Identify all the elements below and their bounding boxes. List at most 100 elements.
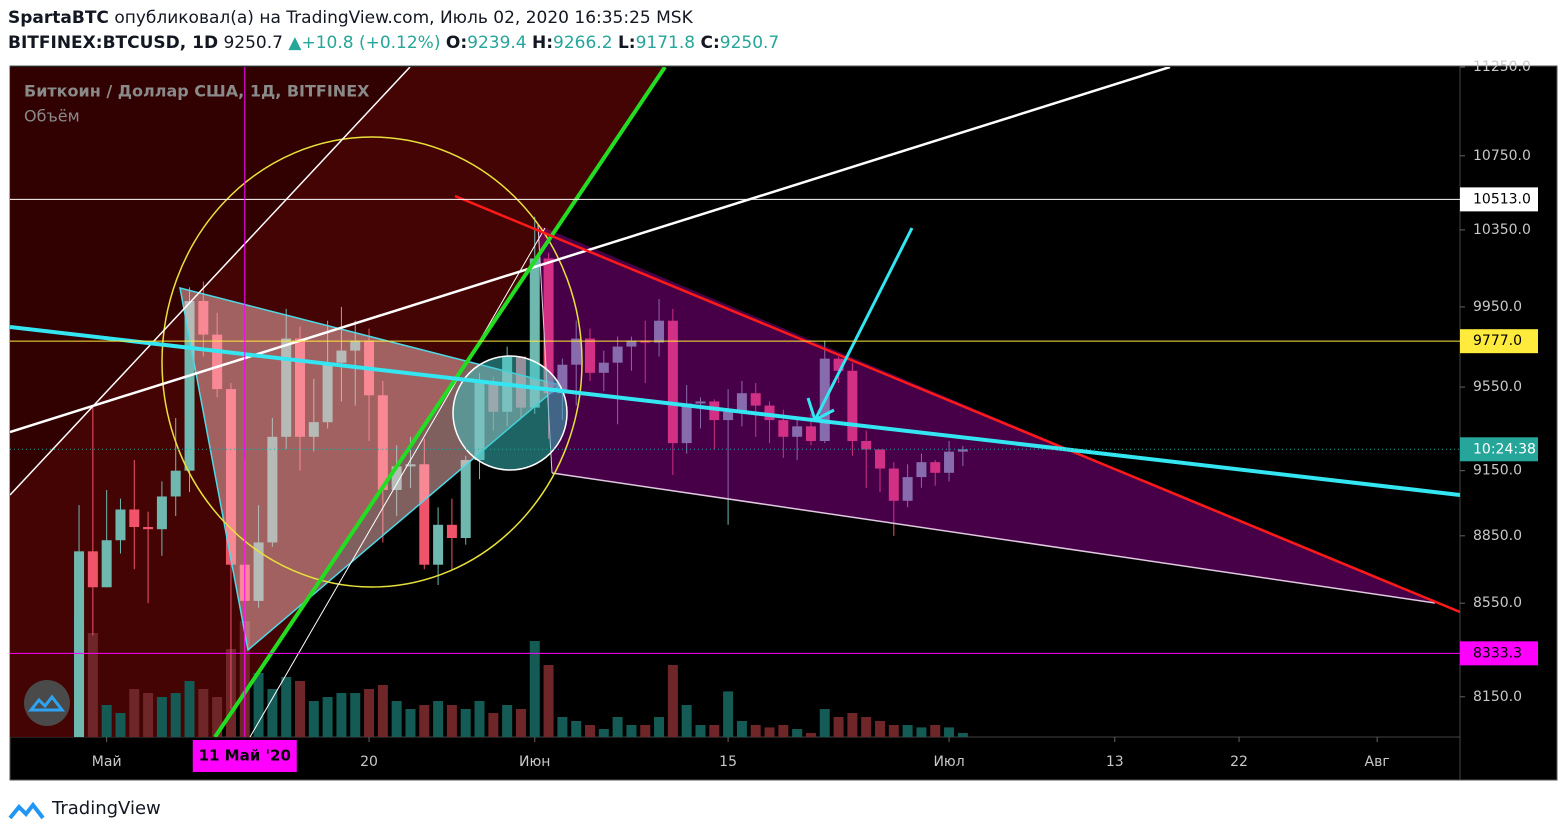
candle-body <box>888 468 899 501</box>
volume-bar <box>750 725 761 737</box>
price-tag <box>1460 329 1538 354</box>
candle-body <box>792 426 803 437</box>
arrow <box>813 227 914 421</box>
last-price: 9250.7 <box>223 33 282 53</box>
volume-bar <box>543 665 554 737</box>
change: +10.8 (+0.12%) <box>301 33 440 53</box>
ohlc-value: 9250.7 <box>720 33 779 53</box>
x-tick-label: 22 <box>1230 754 1248 770</box>
candle-body <box>101 540 112 588</box>
candle-body <box>170 470 181 497</box>
y-tick-label: 11250.0 <box>1473 59 1531 75</box>
candle-body <box>916 462 927 478</box>
volume-bar <box>916 727 927 737</box>
volume-bar <box>460 709 471 737</box>
candle-body <box>74 551 85 737</box>
volume-bar <box>267 689 278 737</box>
volume-bar <box>833 717 844 737</box>
volume-bar <box>957 733 968 737</box>
volume-bar <box>585 725 595 737</box>
candle-body <box>598 362 609 373</box>
circle <box>452 355 568 471</box>
volume-bar <box>419 705 430 737</box>
volume-bar <box>736 721 747 737</box>
candle-body <box>87 551 98 588</box>
volume-bar <box>433 701 444 737</box>
candle-body <box>667 320 678 444</box>
volume-bar <box>101 705 112 737</box>
candle-body <box>626 340 637 347</box>
cursor-date: 11 Май '20 <box>199 747 291 765</box>
y-tick-label: 8850.0 <box>1473 528 1522 544</box>
y-tick-label: 10350.0 <box>1473 222 1531 238</box>
candle-body <box>750 393 761 406</box>
volume-bar <box>515 709 526 737</box>
volume-bar <box>709 725 720 737</box>
price-tag <box>1460 641 1538 666</box>
y-tick-label: 10750.0 <box>1473 148 1531 164</box>
candle-body <box>709 401 720 421</box>
volume-bar <box>156 697 167 737</box>
symbol-line: BITFINEX:BTCUSD, 1D 9250.7 ▲+10.8 (+0.12… <box>8 33 779 53</box>
volume-bar <box>502 705 513 737</box>
ohlc-label: L: <box>618 33 636 53</box>
header-line: SpartaBTC опубликовал(а) на TradingView.… <box>8 8 694 28</box>
volume-bar <box>115 713 126 737</box>
volume-bar <box>170 693 181 737</box>
y-tick-label: 8150.0 <box>1473 689 1522 705</box>
volume-bar <box>612 717 623 737</box>
candle-body <box>529 258 540 408</box>
trend-line <box>10 67 1171 434</box>
candle-body <box>902 477 913 501</box>
chart-title: Биткоин / Доллар США, 1Д, BITFINEX <box>24 82 370 101</box>
ohlc-value: 9171.8 <box>636 33 695 53</box>
candle-body <box>930 462 941 473</box>
candle-body <box>847 370 858 442</box>
price-tag-label: 10513.0 <box>1473 191 1531 207</box>
candle-body <box>957 449 968 452</box>
candle-body <box>695 401 706 404</box>
volume-bar <box>405 709 416 737</box>
volume-bar <box>681 705 692 737</box>
trend-line <box>249 227 546 737</box>
logo-icon <box>27 694 66 712</box>
volume-bar <box>723 691 734 737</box>
volume-bar <box>654 717 665 737</box>
arrow: ▲ <box>288 33 302 53</box>
volume-bar <box>598 729 609 737</box>
volume-bar <box>308 701 319 737</box>
candle-body <box>585 338 595 373</box>
volume-bar <box>295 681 305 737</box>
candle-body <box>944 451 955 473</box>
volume-bar <box>350 693 361 737</box>
trend-line <box>10 325 1460 497</box>
candle-body <box>654 320 665 343</box>
volume-bar <box>529 641 540 737</box>
volume-bar <box>322 697 333 737</box>
price-tag-label: 9777.0 <box>1473 333 1522 349</box>
candle-body <box>129 509 140 527</box>
candle-body <box>571 338 582 365</box>
candle-body <box>543 258 554 394</box>
candle-body <box>557 364 568 394</box>
volume-bar <box>129 689 140 737</box>
price-tag <box>1460 187 1538 212</box>
x-tick-label: 20 <box>360 754 378 770</box>
volume-bar <box>626 725 637 737</box>
footer-logo <box>8 801 45 820</box>
volume-bar <box>902 725 913 737</box>
volume-bar <box>184 681 195 737</box>
volume-bar <box>87 633 98 737</box>
x-tick-label: 15 <box>719 754 737 770</box>
drawings <box>10 67 1460 737</box>
volume-bar <box>377 685 388 737</box>
volume-bar <box>488 713 499 737</box>
volume-bar <box>778 725 789 737</box>
candle-body <box>736 393 747 412</box>
candle-body <box>446 524 457 539</box>
ohlc-label: C: <box>700 33 719 53</box>
circle <box>161 136 583 588</box>
wedge-edge <box>551 472 1436 604</box>
volume-bar <box>253 673 264 737</box>
candle-body <box>419 464 430 565</box>
